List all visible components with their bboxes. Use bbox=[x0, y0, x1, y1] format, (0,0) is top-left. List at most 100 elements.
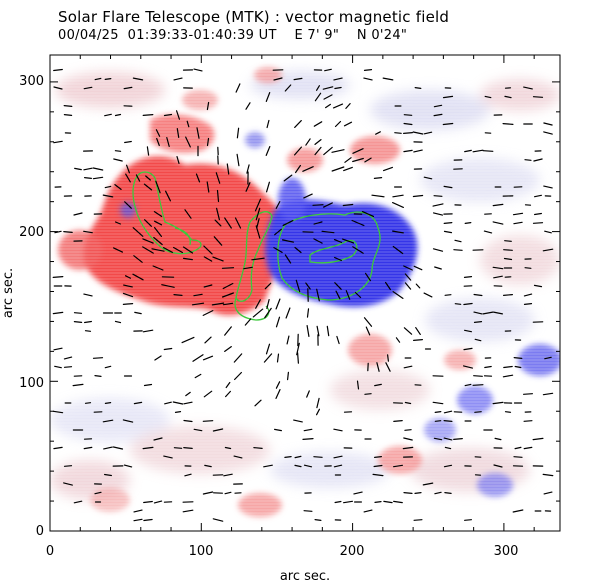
field-vector bbox=[212, 518, 224, 522]
field-vector bbox=[532, 96, 544, 98]
field-vector bbox=[404, 273, 412, 281]
field-vector bbox=[393, 464, 403, 468]
field-vector bbox=[503, 257, 513, 261]
field-vector bbox=[543, 185, 553, 189]
field-vector bbox=[352, 148, 364, 154]
field-vector bbox=[303, 428, 313, 432]
field-vector bbox=[161, 284, 175, 288]
field-vector bbox=[415, 327, 421, 335]
field-vector bbox=[472, 149, 484, 153]
field-vector bbox=[142, 446, 154, 450]
field-vector bbox=[482, 311, 494, 315]
field-vector bbox=[404, 429, 412, 431]
field-vector bbox=[182, 509, 194, 513]
field-vector bbox=[433, 113, 443, 117]
field-vector bbox=[512, 212, 524, 216]
x-tick-label-300: 300 bbox=[494, 544, 519, 559]
field-vector bbox=[323, 146, 333, 156]
field-vector bbox=[53, 86, 63, 90]
field-vector bbox=[345, 290, 351, 300]
field-vector bbox=[173, 294, 183, 296]
field-vector bbox=[403, 365, 413, 369]
field-vector bbox=[142, 246, 154, 254]
field-vector bbox=[363, 509, 373, 513]
field-vector bbox=[533, 158, 543, 162]
obs-position-ns: N 0'24" bbox=[356, 28, 408, 43]
field-vector bbox=[276, 353, 280, 363]
field-vector bbox=[364, 157, 372, 163]
field-vector bbox=[224, 346, 232, 352]
field-vector bbox=[333, 455, 343, 459]
field-vector bbox=[533, 284, 543, 288]
field-vector bbox=[123, 284, 133, 288]
field-vector bbox=[392, 230, 404, 234]
field-vector bbox=[282, 239, 294, 243]
field-vector bbox=[493, 275, 503, 279]
y-axis-label: arc sec. bbox=[1, 268, 16, 318]
field-vector bbox=[73, 500, 83, 504]
field-vector bbox=[153, 437, 163, 441]
field-vector bbox=[413, 519, 423, 521]
field-vector bbox=[332, 103, 344, 109]
field-vector bbox=[53, 446, 63, 450]
field-vector bbox=[344, 157, 352, 163]
field-vector bbox=[206, 101, 210, 111]
field-vector bbox=[464, 222, 472, 224]
field-vector bbox=[133, 518, 143, 522]
field-vector bbox=[275, 316, 281, 328]
field-vector bbox=[403, 492, 413, 494]
field-vector bbox=[164, 401, 172, 405]
field-vector bbox=[463, 365, 473, 369]
field-vector bbox=[453, 249, 463, 251]
field-vector bbox=[285, 307, 291, 319]
field-vector bbox=[165, 190, 171, 202]
field-vector bbox=[513, 456, 523, 458]
field-vector bbox=[152, 265, 164, 271]
field-vector bbox=[493, 311, 503, 315]
field-vector bbox=[385, 362, 391, 372]
field-vector bbox=[365, 326, 371, 336]
field-vector bbox=[265, 146, 271, 156]
field-vector bbox=[83, 86, 93, 90]
field-vector bbox=[432, 203, 444, 207]
field-vector bbox=[316, 397, 320, 409]
field-vector bbox=[195, 173, 201, 183]
field-vector bbox=[273, 77, 283, 81]
field-vector bbox=[163, 113, 173, 117]
field-vector bbox=[245, 182, 251, 192]
field-vector bbox=[63, 465, 73, 467]
field-vector bbox=[484, 365, 492, 369]
field-vector bbox=[153, 220, 163, 226]
field-vector bbox=[443, 437, 453, 441]
field-vector bbox=[434, 491, 442, 495]
field-vector bbox=[63, 113, 73, 117]
field-vector bbox=[244, 318, 252, 326]
field-vector bbox=[153, 500, 163, 504]
x-tick-label-100: 100 bbox=[189, 544, 214, 559]
field-vector bbox=[216, 189, 220, 203]
field-vector bbox=[173, 246, 183, 254]
y-tick-label-200: 200 bbox=[19, 225, 44, 240]
field-vector bbox=[433, 212, 443, 216]
field-vector bbox=[293, 77, 303, 81]
field-vector bbox=[104, 185, 112, 189]
field-vector bbox=[83, 230, 93, 234]
field-vector bbox=[155, 129, 161, 137]
field-vector bbox=[83, 293, 93, 297]
field-vector bbox=[412, 194, 424, 198]
field-vector bbox=[387, 354, 389, 362]
field-vector bbox=[504, 240, 512, 242]
field-vector bbox=[221, 267, 235, 269]
field-vector bbox=[297, 352, 299, 364]
field-vector bbox=[63, 482, 73, 486]
field-vector bbox=[423, 131, 433, 135]
field-vector bbox=[354, 291, 362, 299]
field-vector bbox=[364, 393, 372, 395]
field-vector bbox=[92, 167, 104, 171]
field-vector bbox=[474, 338, 482, 342]
field-vector bbox=[63, 356, 73, 360]
field-vector bbox=[316, 85, 320, 91]
field-vector bbox=[226, 163, 230, 175]
field-vector bbox=[482, 150, 494, 152]
field-vector bbox=[176, 128, 180, 138]
